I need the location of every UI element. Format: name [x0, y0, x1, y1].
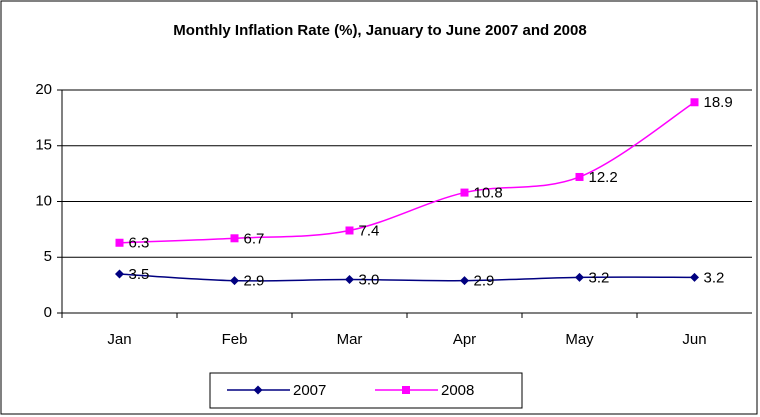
- legend-marker: [402, 386, 410, 394]
- data-label: 10.8: [474, 185, 503, 202]
- data-label: 12.2: [589, 169, 618, 186]
- point-marker: [115, 269, 124, 279]
- data-label: 6.7: [244, 230, 265, 247]
- x-tick-label: Mar: [337, 331, 363, 348]
- x-tick-label: Jun: [682, 331, 706, 348]
- data-label: 3.0: [359, 272, 380, 289]
- data-label: 2.9: [244, 273, 265, 290]
- y-tick-label: 20: [35, 81, 52, 98]
- x-tick-label: Apr: [453, 331, 476, 348]
- x-tick-label: Feb: [222, 331, 248, 348]
- y-tick-label: 10: [35, 192, 52, 209]
- data-label: 6.3: [129, 235, 150, 252]
- point-marker: [230, 234, 239, 243]
- data-label: 3.5: [129, 266, 150, 283]
- legend-label: 2008: [441, 382, 474, 399]
- point-marker: [575, 172, 584, 181]
- x-tick-label: Jan: [107, 331, 131, 348]
- point-marker: [460, 188, 469, 197]
- point-marker: [690, 98, 699, 107]
- data-label: 18.9: [704, 94, 733, 111]
- series-line: [119, 273, 695, 282]
- point-marker: [345, 226, 354, 235]
- y-tick-label: 0: [44, 304, 52, 321]
- point-marker: [460, 276, 469, 286]
- y-tick-label: 5: [44, 248, 52, 265]
- data-label: 2.9: [474, 273, 495, 290]
- chart-title: Monthly Inflation Rate (%), January to J…: [173, 22, 586, 39]
- data-label: 7.4: [359, 222, 380, 239]
- point-marker: [575, 272, 584, 282]
- point-marker: [115, 238, 124, 247]
- point-marker: [230, 276, 239, 286]
- point-marker: [690, 272, 699, 282]
- series-line: [119, 101, 695, 244]
- x-tick-label: May: [565, 331, 594, 348]
- data-label: 3.2: [589, 269, 610, 286]
- legend-marker: [253, 385, 263, 395]
- data-label: 3.2: [704, 269, 725, 286]
- point-marker: [345, 275, 354, 285]
- y-tick-label: 15: [35, 137, 52, 154]
- legend-label: 2007: [293, 382, 326, 399]
